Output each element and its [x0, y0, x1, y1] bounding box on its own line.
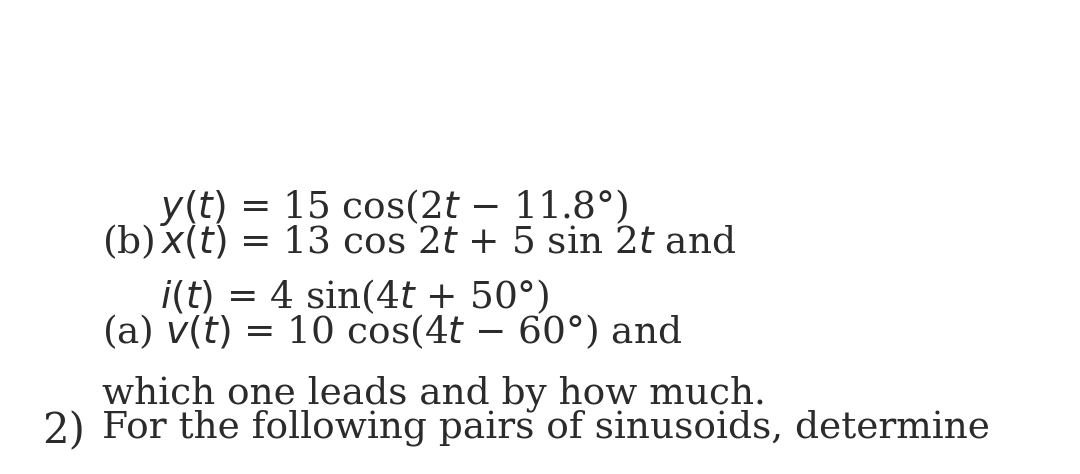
Text: (a) $v(t)$ = 10 cos(4$t$ − 60°) and: (a) $v(t)$ = 10 cos(4$t$ − 60°) and	[102, 312, 683, 351]
Text: (b) $x(t)$ = 13 cos 2$t$ + 5 sin 2$t$ and: (b) $x(t)$ = 13 cos 2$t$ + 5 sin 2$t$ an…	[102, 222, 737, 261]
Text: For the following pairs of sinusoids, determine: For the following pairs of sinusoids, de…	[102, 410, 990, 447]
Text: $i(t)$ = 4 sin(4$t$ + 50°): $i(t)$ = 4 sin(4$t$ + 50°)	[160, 277, 550, 316]
Text: 2): 2)	[42, 410, 85, 452]
Text: $y(t)$ = 15 cos(2$t$ − 11.8°): $y(t)$ = 15 cos(2$t$ − 11.8°)	[160, 187, 627, 228]
Text: which one leads and by how much.: which one leads and by how much.	[102, 375, 766, 411]
